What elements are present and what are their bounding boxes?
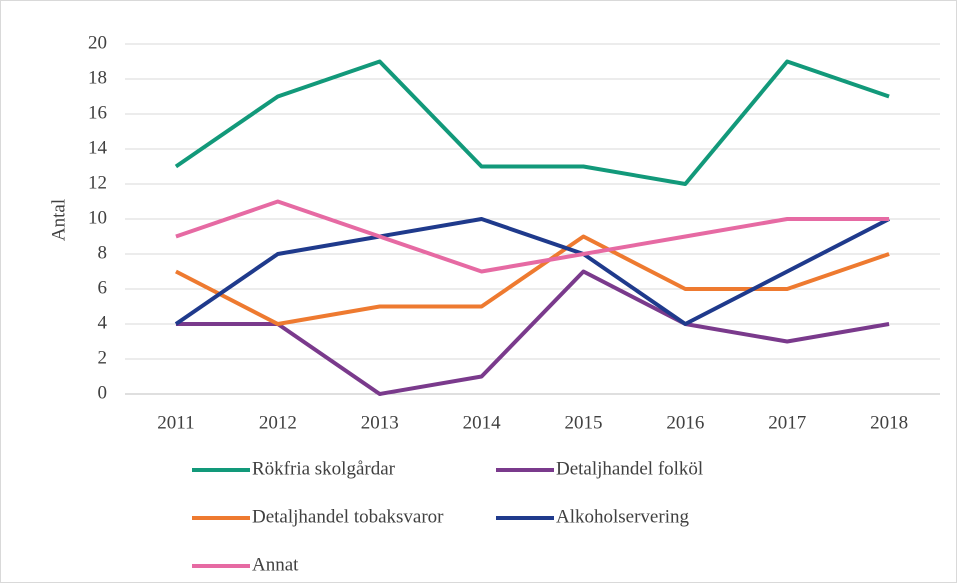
- series-line: [174, 59, 890, 186]
- legend-label: Alkoholservering: [556, 506, 689, 527]
- x-tick-label: 2015: [564, 412, 602, 433]
- y-tick-label: 6: [98, 277, 108, 298]
- y-tick-label: 20: [88, 32, 107, 53]
- legend-label: Rökfria skolgårdar: [252, 458, 396, 479]
- y-tick-label: 0: [98, 382, 108, 403]
- y-tick-label: 8: [98, 242, 108, 263]
- legend-label: Detaljhandel folköl: [556, 458, 703, 479]
- y-tick-label: 12: [88, 172, 107, 193]
- y-tick-label: 2: [98, 347, 108, 368]
- series-line: [174, 217, 890, 326]
- legend-label: Detaljhandel tobaksvaror: [252, 506, 444, 527]
- y-tick-label: 16: [88, 102, 107, 123]
- x-tick-label: 2017: [768, 412, 806, 433]
- x-tick-label: 2018: [870, 412, 908, 433]
- y-axis-label: Antal: [48, 199, 69, 241]
- series-line: [175, 234, 890, 326]
- x-tick-label: 2016: [666, 412, 704, 433]
- y-tick-label: 18: [88, 67, 107, 88]
- y-tick-label: 10: [88, 207, 107, 228]
- x-tick-label: 2012: [259, 412, 297, 433]
- legend-label: Annat: [252, 554, 299, 575]
- x-tick-label: 2013: [361, 412, 399, 433]
- y-tick-label: 14: [88, 137, 108, 158]
- series-line: [175, 199, 890, 274]
- series-line: [175, 269, 890, 396]
- x-tick-label: 2014: [463, 412, 502, 433]
- y-tick-label: 4: [98, 312, 108, 333]
- x-tick-label: 2011: [157, 412, 194, 433]
